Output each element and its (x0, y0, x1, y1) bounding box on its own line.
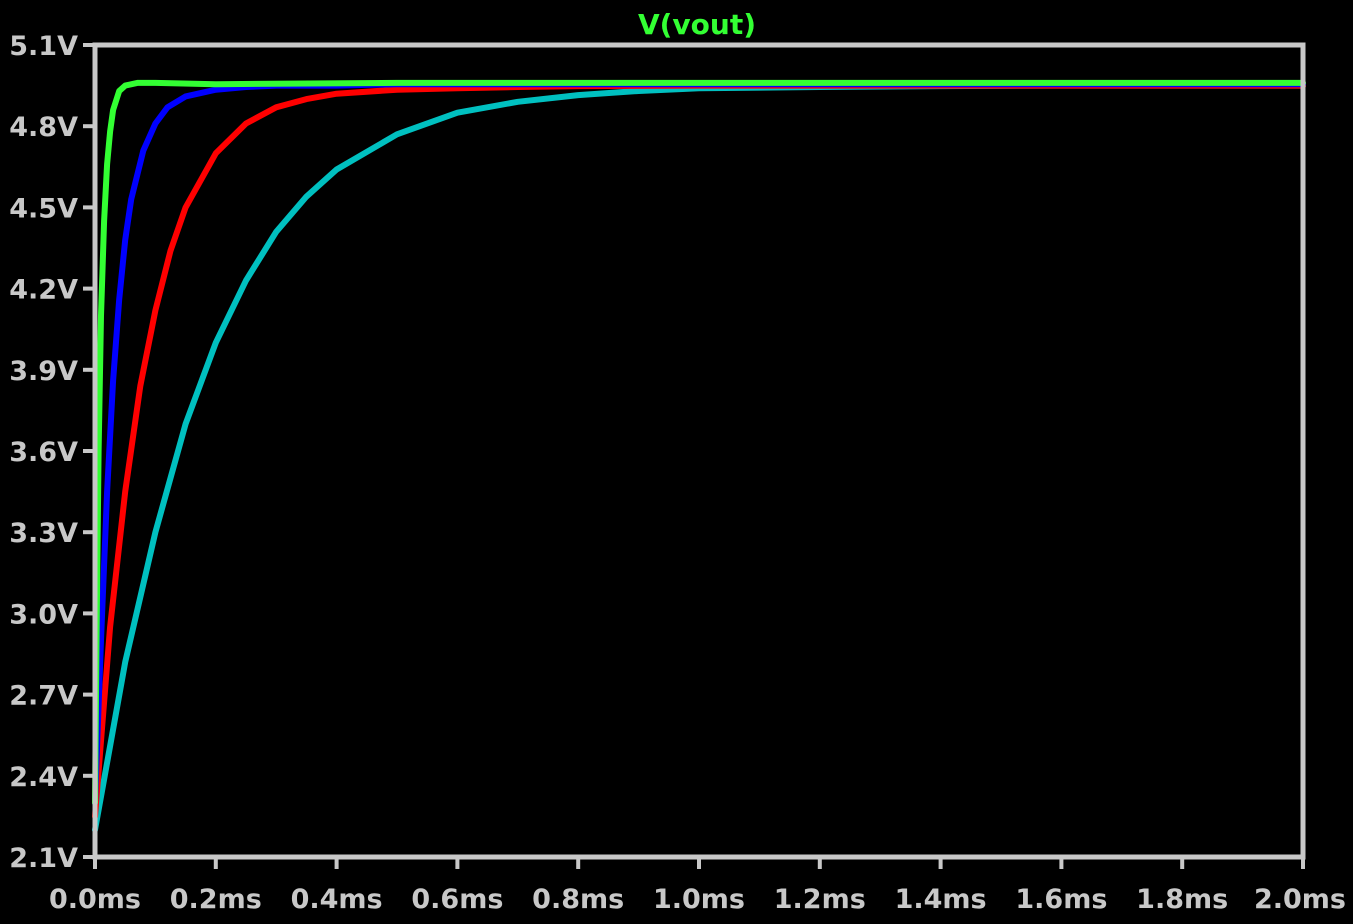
x-tick-label-6: 1.2ms (774, 884, 866, 915)
x-tick-label-2: 0.4ms (291, 884, 383, 915)
series-line-0 (92, 82, 1306, 833)
x-tick-label-1: 0.2ms (170, 884, 262, 915)
y-tick-label-8: 2.7V (9, 681, 78, 712)
x-tick-label-3: 0.6ms (411, 884, 503, 915)
y-tick-label-5: 3.6V (9, 437, 78, 468)
series-line-2 (92, 81, 1306, 806)
y-tick-label-3: 4.2V (9, 275, 78, 306)
x-tick-label-10: 2.0ms (1254, 884, 1346, 915)
y-tick-label-1: 4.8V (9, 112, 78, 143)
x-tick-label-0: 0.0ms (49, 884, 141, 915)
x-tick-label-8: 1.6ms (1015, 884, 1107, 915)
y-tick-label-0: 5.1V (9, 31, 78, 62)
x-tick-label-5: 1.0ms (653, 884, 745, 915)
y-tick-label-7: 3.0V (9, 599, 78, 630)
y-tick-label-4: 3.9V (9, 356, 78, 387)
x-tick-label-7: 1.4ms (895, 884, 987, 915)
y-tick-label-6: 3.3V (9, 518, 78, 549)
series-line-3 (92, 79, 1306, 806)
x-tick-label-4: 0.8ms (532, 884, 624, 915)
chart-title: V(vout) (638, 8, 756, 41)
plot-frame (92, 42, 1306, 860)
series-line-1 (92, 82, 1306, 820)
x-tick-label-9: 1.8ms (1136, 884, 1228, 915)
y-tick-label-2: 4.5V (9, 193, 78, 224)
y-tick-label-10: 2.1V (9, 843, 78, 874)
y-tick-label-9: 2.4V (9, 762, 78, 793)
